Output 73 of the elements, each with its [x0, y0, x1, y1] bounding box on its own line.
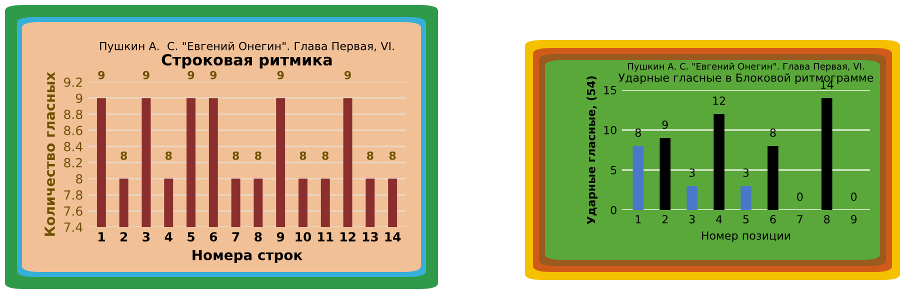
- data-label: 8: [300, 151, 306, 160]
- y-tick-label: 8.6: [64, 126, 82, 136]
- data-label: 9: [344, 70, 351, 80]
- chart-subtitle: Пушкин А. С. "Евгений Онегин". Глава Первая, VI.: [100, 42, 394, 52]
- data-label: 8: [770, 128, 776, 137]
- y-tick-label: 10: [604, 126, 616, 134]
- bar: [821, 98, 832, 210]
- y-tick-label: 5: [610, 166, 616, 174]
- x-tick-label: 5: [188, 232, 194, 242]
- data-label: 12: [713, 96, 725, 105]
- x-tick-label: 5: [743, 215, 749, 224]
- y-axis-title: Ударные гласные, (54): [586, 76, 598, 224]
- data-label: 8: [322, 151, 329, 160]
- x-tick-label: 3: [689, 215, 695, 224]
- data-label: 9: [98, 70, 105, 80]
- x-tick-label: 12: [340, 232, 356, 242]
- x-tick-label: 10: [296, 232, 312, 242]
- data-label: 9: [210, 70, 217, 80]
- data-label: 9: [277, 70, 284, 80]
- y-tick-label: 9: [76, 94, 82, 104]
- data-label: 8: [165, 151, 172, 160]
- data-label: 8: [389, 151, 396, 160]
- x-tick-label: 7: [232, 232, 240, 242]
- data-label: 0: [851, 192, 857, 201]
- y-tick-label: 7.6: [64, 206, 82, 216]
- y-tick-label: 8.8: [64, 110, 82, 120]
- data-label: 9: [662, 120, 668, 129]
- x-tick-label: 1: [98, 232, 105, 242]
- data-label: 9: [188, 70, 194, 80]
- chart-title: Строковая ритмика: [162, 54, 332, 69]
- x-tick-label: 13: [362, 232, 378, 242]
- y-tick-label: 8: [76, 174, 82, 184]
- data-label: 8: [120, 151, 128, 160]
- bar: [632, 146, 644, 210]
- data-label: 3: [743, 168, 749, 177]
- bar: [714, 114, 724, 210]
- x-tick-label: 6: [210, 232, 218, 242]
- x-tick-label: 6: [770, 215, 776, 224]
- x-tick-label: 2: [662, 215, 668, 224]
- x-tick-label: 8: [254, 232, 262, 242]
- y-tick-label: 0: [610, 206, 616, 214]
- x-tick-label: 8: [824, 215, 830, 224]
- data-label: 8: [255, 151, 262, 160]
- y-tick-label: 7.8: [64, 190, 82, 200]
- data-label: 8: [366, 151, 374, 160]
- x-tick-label: 4: [716, 215, 722, 224]
- bar: [660, 138, 671, 210]
- bar: [686, 186, 698, 210]
- x-tick-label: 7: [797, 215, 802, 224]
- data-label: 3: [689, 168, 695, 177]
- x-tick-label: 14: [385, 232, 401, 242]
- x-tick-label: 9: [276, 232, 284, 242]
- x-tick-label: 2: [120, 232, 128, 242]
- x-tick-label: 11: [318, 232, 334, 242]
- bar: [740, 186, 752, 210]
- data-label: 9: [142, 70, 150, 80]
- data-label: 8: [635, 128, 641, 137]
- y-tick-label: 9.2: [64, 77, 82, 87]
- x-tick-label: 4: [164, 232, 172, 242]
- y-tick-label: 8.2: [64, 158, 82, 168]
- y-tick-label: 8.4: [64, 142, 82, 152]
- x-axis-title: Номер позиции: [702, 232, 790, 242]
- x-tick-label: 3: [142, 232, 150, 242]
- y-tick-label: 7.4: [64, 222, 82, 232]
- data-label: 0: [797, 192, 803, 201]
- bar: [768, 146, 778, 210]
- chart-subtitle: Пушкин А. С. "Евгений Онегин". Глава Первая, VI.: [628, 62, 864, 72]
- x-axis-title: Номера строк: [192, 250, 302, 263]
- y-tick-label: 15: [604, 86, 616, 94]
- x-tick-label: 1: [636, 215, 641, 224]
- data-label: 8: [232, 151, 239, 160]
- x-tick-label: 9: [850, 215, 857, 224]
- y-axis-title: Количество гласных: [44, 72, 56, 236]
